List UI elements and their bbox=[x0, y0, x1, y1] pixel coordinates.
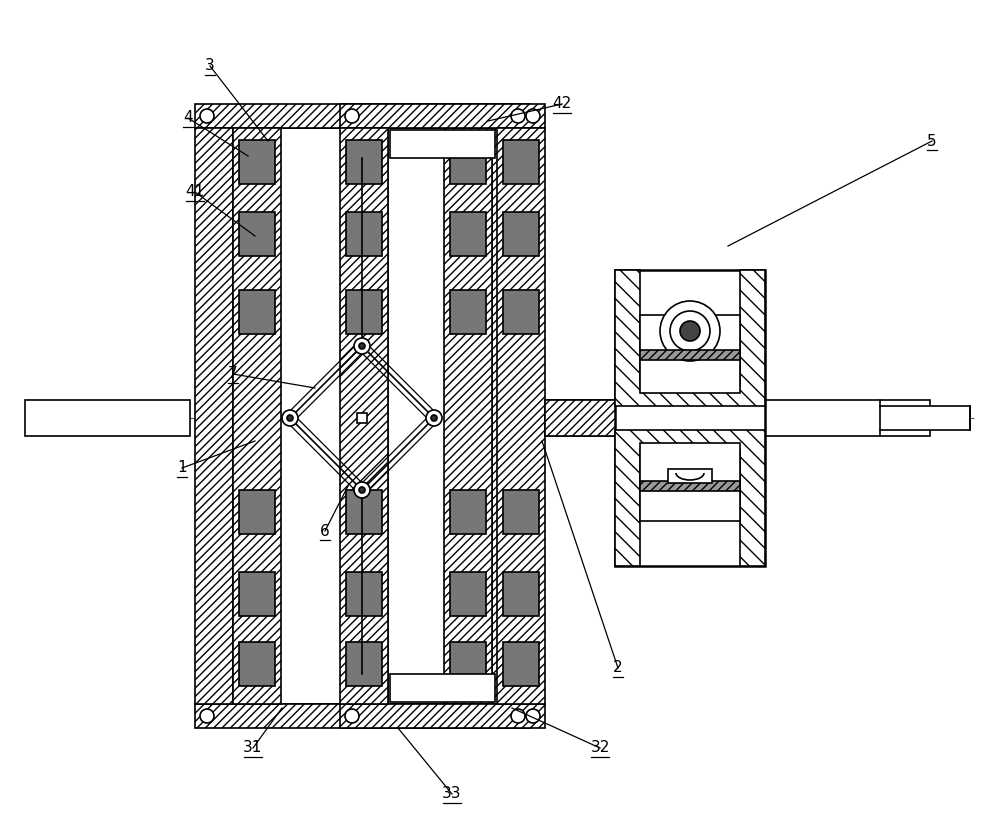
Bar bbox=[195, 704, 530, 728]
Bar bbox=[540, 400, 930, 436]
Circle shape bbox=[660, 301, 720, 361]
Bar bbox=[346, 212, 382, 256]
Bar bbox=[492, 128, 530, 704]
Bar bbox=[640, 443, 740, 521]
Bar bbox=[239, 490, 275, 534]
Bar bbox=[503, 572, 539, 616]
Bar bbox=[357, 413, 367, 423]
Bar bbox=[346, 490, 382, 534]
Circle shape bbox=[200, 109, 214, 123]
Bar bbox=[25, 400, 190, 436]
Text: 2: 2 bbox=[613, 660, 623, 675]
Bar bbox=[640, 481, 740, 491]
Circle shape bbox=[200, 709, 214, 723]
Circle shape bbox=[345, 109, 359, 123]
Bar bbox=[388, 128, 497, 704]
Text: 7: 7 bbox=[228, 366, 238, 381]
Circle shape bbox=[359, 487, 365, 493]
Circle shape bbox=[526, 109, 540, 123]
Bar bbox=[195, 128, 233, 704]
Bar bbox=[390, 674, 495, 702]
Text: 41: 41 bbox=[185, 185, 205, 200]
Bar bbox=[450, 490, 486, 534]
Circle shape bbox=[354, 482, 370, 498]
Text: 1: 1 bbox=[177, 461, 187, 476]
Bar bbox=[503, 290, 539, 334]
Circle shape bbox=[431, 415, 437, 421]
Bar bbox=[444, 128, 492, 704]
Text: 4: 4 bbox=[183, 110, 193, 125]
Bar bbox=[450, 140, 486, 184]
Text: 31: 31 bbox=[243, 741, 263, 756]
Bar bbox=[503, 212, 539, 256]
Bar bbox=[390, 130, 495, 158]
Bar bbox=[450, 642, 486, 686]
Bar bbox=[340, 104, 545, 128]
Text: 32: 32 bbox=[590, 741, 610, 756]
Bar bbox=[503, 490, 539, 534]
Text: 33: 33 bbox=[442, 787, 462, 802]
Circle shape bbox=[670, 311, 710, 351]
Polygon shape bbox=[615, 270, 765, 406]
Bar bbox=[545, 400, 640, 436]
Bar bbox=[450, 572, 486, 616]
Circle shape bbox=[287, 415, 293, 421]
Bar bbox=[497, 128, 545, 704]
Bar bbox=[450, 290, 486, 334]
Bar bbox=[346, 290, 382, 334]
Bar bbox=[346, 642, 382, 686]
Circle shape bbox=[680, 321, 700, 341]
Bar bbox=[346, 140, 382, 184]
Bar bbox=[239, 572, 275, 616]
Bar bbox=[880, 406, 970, 430]
Bar bbox=[450, 212, 486, 256]
Circle shape bbox=[526, 709, 540, 723]
Bar bbox=[346, 572, 382, 616]
Text: 3: 3 bbox=[205, 59, 215, 74]
Bar bbox=[239, 642, 275, 686]
Circle shape bbox=[511, 709, 525, 723]
Bar bbox=[239, 212, 275, 256]
Circle shape bbox=[282, 410, 298, 426]
Bar bbox=[195, 104, 530, 128]
Bar bbox=[503, 140, 539, 184]
Bar bbox=[239, 290, 275, 334]
Bar bbox=[668, 469, 712, 483]
Bar bbox=[640, 315, 740, 393]
Bar bbox=[233, 128, 281, 704]
Circle shape bbox=[359, 343, 365, 349]
Bar bbox=[233, 128, 492, 704]
Bar bbox=[615, 270, 765, 566]
Text: 6: 6 bbox=[320, 523, 330, 538]
Circle shape bbox=[345, 709, 359, 723]
Circle shape bbox=[511, 109, 525, 123]
Text: 5: 5 bbox=[927, 134, 937, 149]
Bar bbox=[640, 350, 740, 360]
Polygon shape bbox=[615, 430, 765, 566]
Bar bbox=[340, 704, 545, 728]
Bar bbox=[340, 128, 388, 704]
Bar bbox=[239, 140, 275, 184]
Circle shape bbox=[426, 410, 442, 426]
Circle shape bbox=[354, 338, 370, 354]
Text: 42: 42 bbox=[552, 96, 572, 111]
Bar bbox=[503, 642, 539, 686]
